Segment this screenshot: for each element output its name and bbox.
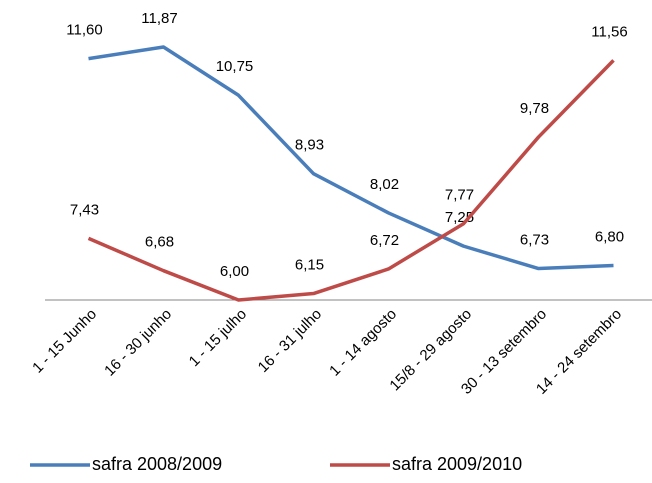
data-label: 6,68 <box>145 234 174 251</box>
data-label: 6,72 <box>370 232 399 249</box>
data-label: 7,43 <box>70 201 99 218</box>
data-label: 6,73 <box>520 232 549 249</box>
data-label: 9,78 <box>520 100 549 117</box>
series-line <box>88 45 614 271</box>
data-label: 6,00 <box>220 263 249 280</box>
x-tick-label: 1 - 15 Junho <box>29 306 100 377</box>
data-label: 6,15 <box>295 257 324 274</box>
data-label: 10,75 <box>216 58 254 75</box>
x-tick-label: 1 - 15 julho <box>186 306 251 371</box>
data-label: 8,02 <box>370 176 399 193</box>
x-tick-label: 1 - 14 agosto <box>326 306 400 380</box>
series-line <box>87 59 615 302</box>
legend-label: safra 2009/2010 <box>392 454 522 474</box>
x-tick-label: 16 - 30 junho <box>101 306 175 380</box>
data-label: 11,60 <box>66 22 102 39</box>
data-label: 11,87 <box>141 10 177 27</box>
x-tick-label: 16 - 31 julho <box>255 306 325 376</box>
data-label: 11,56 <box>591 23 627 40</box>
data-label: 8,93 <box>295 137 324 154</box>
data-label: 7,77 <box>445 187 474 204</box>
legend-label: safra 2008/2009 <box>92 454 222 474</box>
data-label: 6,80 <box>595 228 624 245</box>
